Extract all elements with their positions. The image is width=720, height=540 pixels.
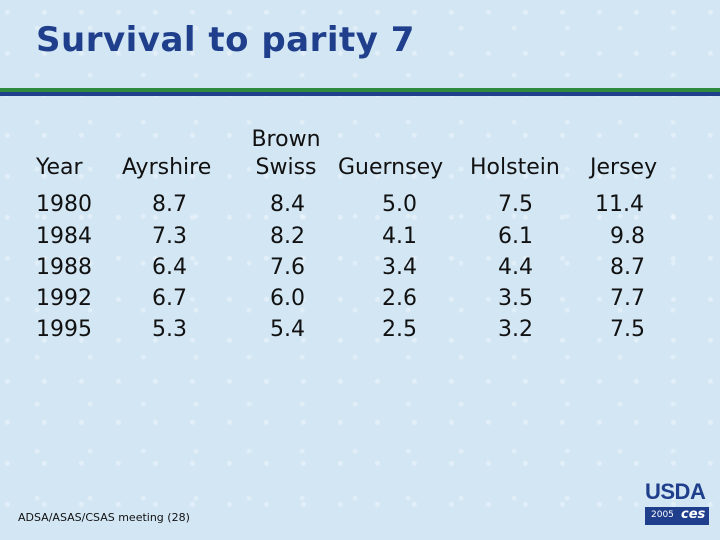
header-brown-swiss: Brown Swiss [244, 126, 328, 182]
header-holstein: Holstein [470, 155, 560, 180]
cell-guernsey: 2.5 [382, 317, 417, 342]
cell-jersey: 9.8 [610, 224, 645, 249]
usda-logo-year: 2005 [651, 510, 674, 520]
cell-ayrshire: 5.3 [152, 317, 187, 342]
cell-jersey: 7.7 [610, 286, 645, 311]
header-guernsey: Guernsey [338, 155, 444, 180]
usda-logo-text: USDA [645, 479, 706, 504]
cell-year: 1984 [36, 224, 92, 249]
header-brown-swiss-line2: Swiss [255, 155, 317, 180]
cell-brown-swiss: 8.2 [270, 224, 305, 249]
cell-year: 1995 [36, 317, 92, 342]
cell-ayrshire: 7.3 [152, 224, 187, 249]
header-ayrshire: Ayrshire [122, 155, 212, 180]
cell-jersey: 7.5 [610, 317, 645, 342]
cell-holstein: 3.5 [498, 286, 533, 311]
cell-holstein: 7.5 [498, 192, 533, 217]
cell-year: 1980 [36, 192, 92, 217]
cell-year: 1988 [36, 255, 92, 280]
cell-year: 1992 [36, 286, 92, 311]
cell-brown-swiss: 5.4 [270, 317, 305, 342]
cell-holstein: 4.4 [498, 255, 533, 280]
divider-blue [0, 92, 720, 96]
cell-ayrshire: 6.4 [152, 255, 187, 280]
cell-ayrshire: 6.7 [152, 286, 187, 311]
cell-holstein: 3.2 [498, 317, 533, 342]
cell-holstein: 6.1 [498, 224, 533, 249]
header-brown-swiss-line1: Brown [251, 127, 321, 152]
cell-guernsey: 4.1 [382, 224, 417, 249]
usda-logo-bar [645, 507, 709, 525]
header-year: Year [36, 155, 83, 180]
cell-ayrshire: 8.7 [152, 192, 187, 217]
usda-logo-agency: ces [681, 507, 706, 522]
cell-jersey: 11.4 [595, 192, 644, 217]
usda-logo: USDA 2005 ces [645, 481, 709, 529]
cell-guernsey: 5.0 [382, 192, 417, 217]
slide-title: Survival to parity 7 [36, 20, 415, 60]
cell-brown-swiss: 6.0 [270, 286, 305, 311]
header-jersey: Jersey [590, 155, 658, 180]
divider-green [0, 88, 720, 92]
cell-guernsey: 2.6 [382, 286, 417, 311]
cell-brown-swiss: 7.6 [270, 255, 305, 280]
footer-text: ADSA/ASAS/CSAS meeting (28) [18, 511, 190, 524]
cell-brown-swiss: 8.4 [270, 192, 305, 217]
cell-guernsey: 3.4 [382, 255, 417, 280]
cell-jersey: 8.7 [610, 255, 645, 280]
